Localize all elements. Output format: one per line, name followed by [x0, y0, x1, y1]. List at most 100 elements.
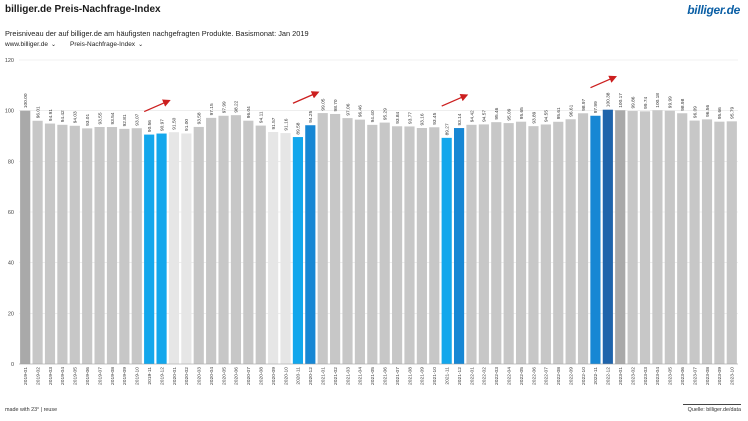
x-tick-label: 2021-12: [457, 367, 463, 385]
source-divider: [683, 404, 741, 405]
bar: [218, 115, 229, 364]
source-dropdown[interactable]: www.billiger.de ⌄: [5, 41, 56, 48]
bar: [429, 127, 440, 364]
bar: [664, 110, 675, 364]
value-label: 95.09: [506, 108, 512, 120]
metric-dropdown[interactable]: Preis-Nachfrage-Index ⌄: [70, 41, 143, 48]
x-tick-label: 2019-11: [147, 367, 153, 385]
bar: [44, 123, 56, 364]
y-tick-label: 120: [5, 58, 14, 64]
x-tick-label: 2022-10: [581, 367, 587, 385]
value-label: 93.89: [531, 111, 537, 123]
bar: [268, 132, 279, 364]
x-tick-label: 2019-02: [35, 367, 41, 385]
value-label: 96.09: [692, 106, 698, 118]
value-label: 98.22: [234, 100, 240, 112]
x-tick-label: 2021-02: [333, 367, 339, 385]
bar: [119, 128, 130, 364]
bar: [168, 132, 180, 364]
bar: [639, 111, 651, 364]
bar: [689, 120, 700, 365]
x-tick-label: 2023-05: [668, 367, 674, 385]
bar: [515, 121, 527, 364]
x-tick-label: 2022-12: [606, 367, 612, 385]
bar: [317, 113, 328, 364]
bar: [255, 125, 266, 364]
value-label: 92.81: [122, 114, 128, 126]
y-tick-label: 40: [8, 261, 14, 267]
value-label: 97.99: [593, 101, 599, 113]
value-label: 94.42: [60, 110, 66, 122]
value-label: 100.18: [655, 93, 661, 108]
value-label: 91.16: [283, 118, 289, 130]
bar: [292, 137, 304, 364]
brand-logo[interactable]: billiger.de: [687, 3, 740, 17]
x-tick-label: 2021-09: [420, 367, 426, 385]
bar: [342, 118, 353, 364]
x-tick-label: 2022-05: [519, 367, 525, 385]
bar: [193, 126, 204, 364]
value-label: 96.46: [358, 105, 364, 117]
value-label: 100.00: [23, 93, 29, 108]
x-tick-label: 2023-02: [630, 367, 636, 385]
y-tick-label: 20: [8, 311, 14, 317]
bar: [243, 120, 254, 364]
x-tick-label: 2021-05: [370, 367, 376, 385]
x-tick-label: 2023-10: [730, 367, 736, 385]
logo-text: billiger.de: [687, 3, 740, 17]
value-label: 94.40: [370, 110, 376, 122]
bar: [478, 124, 489, 364]
bar: [379, 122, 390, 364]
x-tick-label: 2019-04: [60, 367, 66, 385]
x-tick-label: 2020-09: [271, 367, 277, 385]
bar: [82, 128, 93, 364]
bar: [367, 124, 378, 364]
bar: [57, 124, 68, 364]
value-label: 94.57: [482, 110, 488, 122]
bar: [726, 121, 737, 364]
bar: [652, 110, 663, 364]
x-tick-label: 2019-09: [122, 367, 128, 385]
trend-arrow: [143, 99, 171, 113]
value-label: 91.57: [271, 117, 277, 129]
value-label: 93.01: [85, 114, 91, 126]
x-tick-label: 2021-03: [345, 367, 351, 385]
chart-subtitle: Preisniveau der auf billiger.de am häufi…: [5, 29, 309, 38]
x-tick-label: 2021-11: [444, 367, 450, 385]
y-tick-label: 0: [11, 362, 14, 368]
x-tick-label: 2019-08: [110, 367, 116, 385]
bar: [404, 126, 415, 364]
x-tick-label: 2020-05: [221, 367, 227, 385]
y-tick-label: 100: [5, 109, 14, 115]
value-label: 99.86: [630, 96, 636, 108]
value-label: 96.01: [35, 106, 41, 118]
value-label: 91.50: [172, 117, 178, 129]
bar: [416, 127, 427, 365]
trend-arrow: [590, 75, 617, 89]
x-tick-label: 2020-02: [184, 367, 190, 385]
x-tick-label: 2019-10: [135, 367, 141, 385]
x-tick-label: 2019-05: [73, 367, 79, 385]
x-tick-label: 2022-03: [494, 367, 500, 385]
value-label: 100.38: [606, 92, 612, 107]
bar: [627, 111, 638, 364]
bar: [94, 127, 105, 364]
value-label: 95.46: [494, 107, 500, 119]
x-tick-label: 2020-08: [259, 367, 265, 385]
value-label: 93.07: [135, 113, 141, 125]
value-label: 94.11: [259, 111, 265, 123]
value-label: 94.03: [73, 111, 79, 123]
value-label: 96.56: [705, 105, 711, 117]
value-label: 93.14: [457, 113, 463, 125]
x-tick-label: 2021-06: [382, 367, 388, 385]
bar: [615, 110, 626, 365]
bar: [32, 120, 43, 365]
value-label: 99.74: [643, 96, 649, 108]
value-label: 99.99: [668, 96, 674, 108]
x-tick-label: 2022-11: [593, 367, 599, 385]
value-label: 95.61: [556, 107, 562, 119]
trend-arrow: [292, 91, 320, 104]
value-label: 89.27: [444, 123, 450, 135]
value-label: 96.04: [246, 106, 252, 118]
value-label: 100.17: [618, 93, 624, 108]
